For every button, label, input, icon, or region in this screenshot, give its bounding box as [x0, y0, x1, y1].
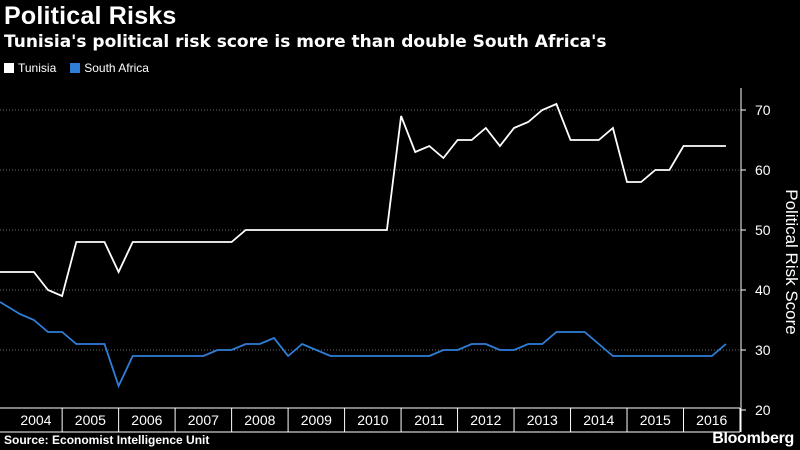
- legend-label-tunisia: Tunisia: [18, 61, 57, 75]
- x-tick-label-2009: 2009: [301, 412, 332, 428]
- y-tick-label-60: 60: [755, 162, 771, 178]
- y-tick-label-30: 30: [755, 342, 771, 358]
- bloomberg-logo: Bloomberg: [712, 430, 794, 447]
- source-note: Source: Economist Intelligence Unit: [4, 433, 210, 447]
- chart-title: Political Risks: [4, 2, 177, 30]
- legend: Tunisia South Africa: [4, 61, 159, 75]
- x-tick-label-2014: 2014: [583, 412, 614, 428]
- legend-item-south-africa: South Africa: [70, 61, 149, 75]
- legend-swatch-tunisia: [4, 63, 14, 73]
- x-tick-label-2006: 2006: [131, 412, 162, 428]
- x-tick-label-2015: 2015: [640, 412, 671, 428]
- x-tick-label-2008: 2008: [244, 412, 275, 428]
- x-tick-label-2011: 2011: [414, 412, 444, 428]
- legend-swatch-south-africa: [70, 63, 81, 73]
- y-tick-label-50: 50: [755, 222, 771, 238]
- x-tick-label-2004: 2004: [20, 412, 51, 428]
- y-tick-label-20: 20: [755, 402, 771, 418]
- legend-label-south-africa: South Africa: [84, 61, 149, 75]
- x-tick-label-2010: 2010: [357, 412, 388, 428]
- x-tick-label-2013: 2013: [527, 412, 558, 428]
- x-tick-label-2016: 2016: [696, 412, 727, 428]
- legend-item-tunisia: Tunisia: [4, 61, 56, 75]
- x-tick-label-2007: 2007: [188, 412, 219, 428]
- y-tick-label-70: 70: [755, 102, 771, 118]
- y-tick-label-40: 40: [755, 282, 771, 298]
- chart-subtitle: Tunisia's political risk score is more t…: [4, 32, 607, 52]
- x-tick-label-2012: 2012: [470, 412, 501, 428]
- x-tick-label-2005: 2005: [75, 412, 106, 428]
- y-axis-label: Political Risk Score: [782, 189, 800, 335]
- series-line-tunisia: [0, 102, 726, 298]
- series-line-south-africa: [0, 301, 727, 389]
